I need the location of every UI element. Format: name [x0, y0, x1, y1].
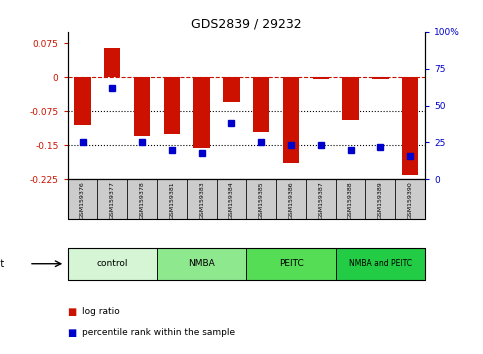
Bar	[342, 77, 359, 120]
Bar	[372, 77, 388, 80]
Text: GSM159384: GSM159384	[229, 181, 234, 219]
Bar	[276, 179, 306, 219]
Bar	[98, 179, 127, 219]
Bar	[104, 48, 120, 77]
Bar	[216, 179, 246, 219]
Text: ■: ■	[68, 307, 77, 316]
Text: GSM159386: GSM159386	[288, 181, 294, 219]
Text: GSM159385: GSM159385	[259, 181, 264, 219]
Text: GSM159383: GSM159383	[199, 181, 204, 219]
Bar	[164, 77, 180, 134]
Bar	[157, 179, 187, 219]
Bar	[127, 179, 157, 219]
Bar	[246, 248, 336, 280]
Bar	[395, 179, 425, 219]
Bar	[313, 77, 329, 80]
Title: GDS2839 / 29232: GDS2839 / 29232	[191, 18, 302, 31]
Bar	[306, 179, 336, 219]
Bar	[402, 77, 418, 175]
Text: GSM159388: GSM159388	[348, 181, 353, 219]
Text: NMBA: NMBA	[188, 259, 215, 268]
Bar	[194, 77, 210, 148]
Text: GSM159389: GSM159389	[378, 181, 383, 219]
Text: agent: agent	[0, 259, 5, 269]
Bar	[336, 248, 425, 280]
Bar	[74, 77, 91, 125]
Text: GSM159378: GSM159378	[140, 181, 144, 219]
Text: PEITC: PEITC	[279, 259, 303, 268]
Bar	[246, 179, 276, 219]
Bar	[68, 248, 157, 280]
Bar	[187, 179, 216, 219]
Text: log ratio: log ratio	[82, 307, 120, 316]
Bar	[157, 248, 246, 280]
Text: control: control	[97, 259, 128, 268]
Text: GSM159390: GSM159390	[408, 181, 412, 219]
Bar	[68, 179, 98, 219]
Text: GSM159376: GSM159376	[80, 181, 85, 219]
Bar	[253, 77, 270, 132]
Text: percentile rank within the sample: percentile rank within the sample	[82, 328, 235, 337]
Text: GSM159377: GSM159377	[110, 181, 115, 219]
Bar	[223, 77, 240, 102]
Bar	[336, 179, 366, 219]
Text: GSM159387: GSM159387	[318, 181, 323, 219]
Bar	[134, 77, 150, 136]
Bar	[283, 77, 299, 164]
Text: NMBA and PEITC: NMBA and PEITC	[349, 259, 412, 268]
Bar	[366, 179, 395, 219]
Text: GSM159381: GSM159381	[170, 181, 174, 219]
Text: ■: ■	[68, 328, 77, 338]
